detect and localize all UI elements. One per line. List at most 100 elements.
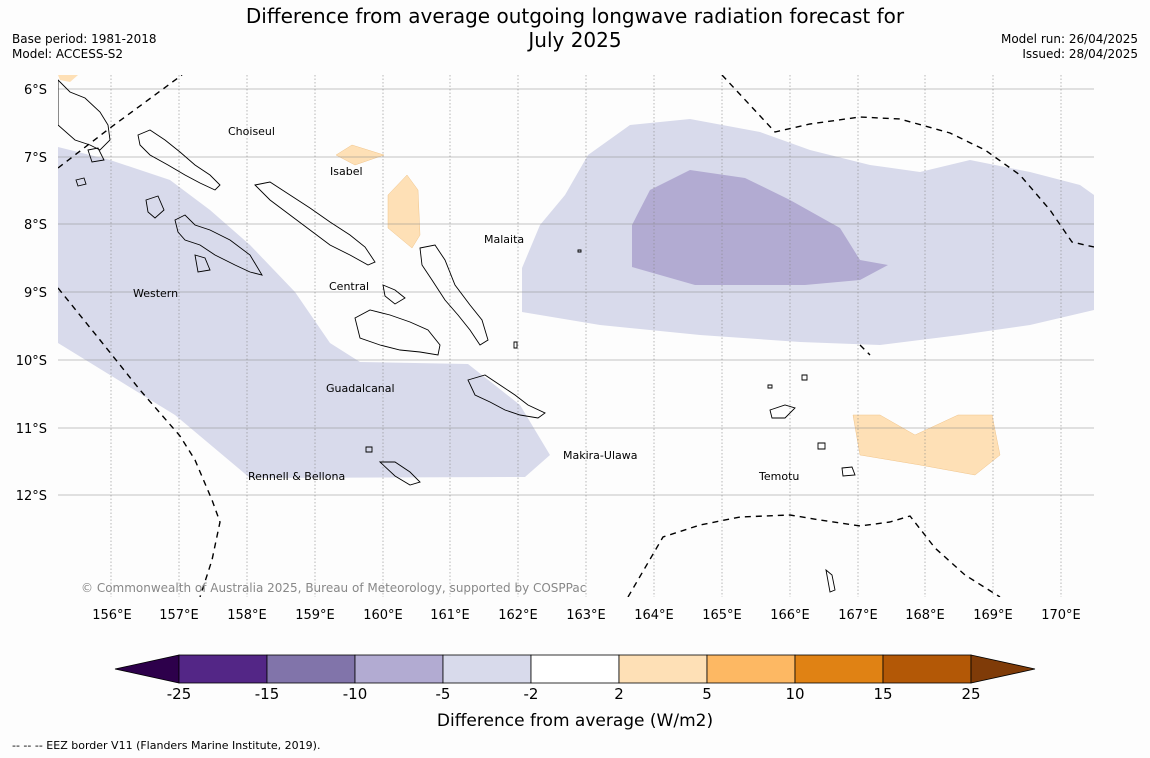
- colorbar-tick-label: 2: [614, 685, 624, 703]
- lon-label: 162°E: [498, 608, 538, 623]
- colorbar-bin: [530, 654, 620, 684]
- province-label-guadalcanal: Guadalcanal: [326, 382, 395, 395]
- colorbar-extend-high: [970, 654, 1036, 684]
- ranongga-coast: [194, 254, 211, 273]
- colorbar-bin: [618, 654, 708, 684]
- lon-label: 164°E: [634, 608, 674, 623]
- colorbar-tick-label: 10: [785, 685, 804, 703]
- colorbar-bin: [794, 654, 884, 684]
- colorbar-tick-label: -2: [524, 685, 539, 703]
- new-georgia-coast: [174, 214, 263, 276]
- anomaly-region-pos-2-5-isabel: [335, 144, 385, 166]
- lon-label: 169°E: [973, 608, 1013, 623]
- eez-border-northwest: [58, 75, 183, 169]
- colorbar-bin: [178, 654, 268, 684]
- anuta-tikopia-coast: [825, 568, 836, 593]
- russell-islands-coast: [382, 284, 406, 305]
- shortland-coast: [87, 147, 105, 163]
- lon-label: 168°E: [905, 608, 945, 623]
- anomaly-region-pos-2-5-topleft: [58, 75, 78, 82]
- eez-border-north-spur: [859, 344, 871, 356]
- province-label-western: Western: [133, 287, 178, 300]
- colorbar-extend-low: [114, 654, 180, 684]
- rennell-coast: [378, 461, 421, 486]
- colorbar-bin: [706, 654, 796, 684]
- lon-label: 170°E: [1041, 608, 1081, 623]
- vanikoro-coast: [841, 466, 856, 477]
- issued-text: Issued: 28/04/2025: [1022, 47, 1138, 61]
- guadalcanal-coast: [354, 309, 441, 356]
- vella-lavella-coast: [145, 195, 165, 219]
- lon-label: 166°E: [770, 608, 810, 623]
- province-label-temotu: Temotu: [758, 470, 799, 483]
- eez-borders: [58, 75, 1094, 597]
- lon-label: 161°E: [430, 608, 470, 623]
- treasury-coast: [75, 177, 87, 187]
- longitude-labels: 156°E 157°E 158°E 159°E 160°E 161°E 162°…: [92, 608, 1081, 623]
- province-labels: Choiseul Isabel Malaita Western Central …: [133, 125, 799, 483]
- anomaly-region-pos-2-5-central: [387, 174, 421, 249]
- anomaly-region-pos-2-5-temotu: [852, 414, 1001, 476]
- run-info: Model run: 26/04/2025 Issued: 28/04/2025: [1001, 32, 1138, 62]
- colorbar-label: Difference from average (W/m2): [437, 711, 713, 731]
- map-title: Difference from average outgoing longwav…: [230, 4, 920, 52]
- lat-label: 6°S: [24, 83, 47, 98]
- colorbar-tick-label: 5: [702, 685, 712, 703]
- lat-label: 10°S: [16, 354, 47, 369]
- province-label-central: Central: [329, 280, 369, 293]
- colorbar: [114, 654, 1036, 684]
- lat-label: 7°S: [24, 151, 47, 166]
- map-area: Choiseul Isabel Malaita Western Central …: [58, 75, 1094, 597]
- lon-label: 165°E: [702, 608, 742, 623]
- province-label-isabel: Isabel: [330, 165, 363, 178]
- gridlines: [58, 75, 1094, 597]
- model-info: Base period: 1981-2018 Model: ACCESS-S2: [12, 32, 157, 62]
- lat-label: 8°S: [24, 218, 47, 233]
- malaita-coast: [419, 244, 489, 346]
- colorbar-ticks: -25 -15 -10 -5 -2 2 5 10 15 25: [167, 685, 981, 703]
- choiseul-coast: [137, 129, 221, 191]
- lat-label: 11°S: [16, 422, 47, 437]
- isabel-coast: [254, 181, 376, 266]
- base-period-text: Base period: 1981-2018: [12, 32, 157, 46]
- colorbar-bin: [882, 654, 972, 684]
- latitude-labels: 6°S 7°S 8°S 9°S 10°S 11°S 12°S: [16, 83, 47, 504]
- province-label-malaita: Malaita: [484, 233, 524, 246]
- province-label-makira-ulawa: Makira-Ulawa: [563, 449, 637, 462]
- colorbar-bin: [354, 654, 444, 684]
- colorbar-tick-label: 25: [961, 685, 980, 703]
- sikaiana-coast: [577, 249, 582, 253]
- bougainville-coast: [58, 79, 111, 151]
- reef-islands-coast: [767, 384, 773, 389]
- lon-label: 157°E: [159, 608, 199, 623]
- colorbar-bin: [266, 654, 356, 684]
- colorbar-tick-label: -15: [255, 685, 280, 703]
- eez-source-note: -- -- -- EEZ border V11 (Flanders Marine…: [12, 739, 321, 752]
- title-line-1: Difference from average outgoing longwav…: [245, 4, 905, 28]
- lon-label: 158°E: [227, 608, 267, 623]
- model-run-text: Model run: 26/04/2025: [1000, 32, 1138, 46]
- anomaly-region-neg-5-2-west: [58, 147, 550, 478]
- colorbar-bin: [442, 654, 532, 684]
- lon-label: 160°E: [363, 608, 403, 623]
- coastlines: [58, 79, 856, 593]
- colorbar-tick-label: -10: [343, 685, 368, 703]
- lon-label: 163°E: [566, 608, 606, 623]
- utupua-coast: [817, 442, 826, 450]
- title-line-2: July 2025: [528, 28, 622, 52]
- eez-border-west: [58, 287, 221, 597]
- anomaly-region-neg-10-5: [632, 170, 888, 285]
- colorbar-tick-label: -5: [436, 685, 451, 703]
- copyright-notice: © Commonwealth of Australia 2025, Bureau…: [81, 581, 586, 595]
- colorbar-tick-label: -25: [167, 685, 192, 703]
- eez-border-north-east: [721, 75, 1094, 248]
- lon-label: 159°E: [295, 608, 335, 623]
- ontong-java-coast: [513, 341, 518, 349]
- santa-cruz-coast: [769, 404, 796, 419]
- colorbar-tick-label: 15: [873, 685, 892, 703]
- makira-coast: [467, 374, 546, 419]
- duff-islands-coast: [801, 374, 808, 381]
- eez-border-south: [627, 514, 1001, 597]
- lat-label: 9°S: [24, 286, 47, 301]
